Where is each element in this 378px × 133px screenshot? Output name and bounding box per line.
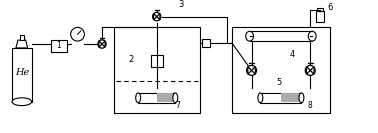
Ellipse shape <box>12 98 32 106</box>
Circle shape <box>305 65 315 75</box>
Circle shape <box>98 40 106 48</box>
Text: 2: 2 <box>129 55 134 64</box>
Bar <box>12 48 32 102</box>
Polygon shape <box>307 67 310 74</box>
Text: 1: 1 <box>57 41 61 51</box>
Polygon shape <box>157 13 160 20</box>
Circle shape <box>71 27 84 41</box>
Ellipse shape <box>246 31 254 41</box>
Bar <box>281 93 299 102</box>
Ellipse shape <box>299 93 304 103</box>
Circle shape <box>246 65 257 75</box>
Bar <box>20 35 24 40</box>
Bar <box>138 93 175 103</box>
Text: 8: 8 <box>308 101 313 110</box>
Ellipse shape <box>136 93 141 103</box>
Bar <box>151 55 163 66</box>
Circle shape <box>153 13 161 21</box>
Polygon shape <box>153 13 157 20</box>
Text: 5: 5 <box>276 78 282 87</box>
Bar <box>317 8 323 11</box>
Bar <box>316 11 324 22</box>
Polygon shape <box>99 41 102 47</box>
Polygon shape <box>310 67 314 74</box>
Text: 3: 3 <box>178 0 184 9</box>
Bar <box>157 93 174 102</box>
Polygon shape <box>102 41 105 47</box>
Text: 6: 6 <box>328 3 333 12</box>
Text: He: He <box>15 68 29 77</box>
Text: 7: 7 <box>175 101 180 110</box>
Bar <box>249 31 312 41</box>
Polygon shape <box>252 67 256 74</box>
Ellipse shape <box>308 31 316 41</box>
Bar <box>51 40 67 52</box>
Polygon shape <box>248 67 252 74</box>
Bar <box>202 39 209 47</box>
Bar <box>260 93 301 103</box>
Bar <box>114 27 200 113</box>
Ellipse shape <box>258 93 263 103</box>
Bar <box>232 27 330 113</box>
Polygon shape <box>16 40 28 48</box>
Ellipse shape <box>173 93 178 103</box>
Text: 4: 4 <box>290 50 295 59</box>
